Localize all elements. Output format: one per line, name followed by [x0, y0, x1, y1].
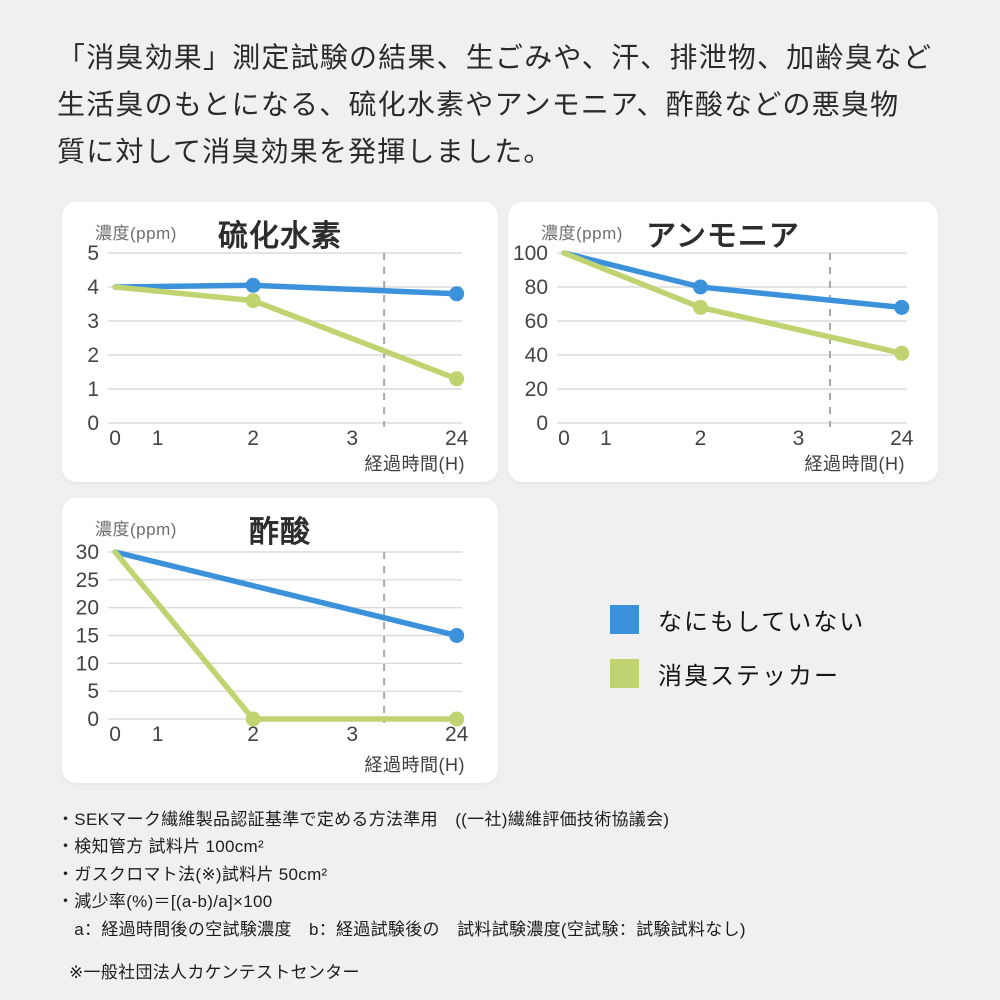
svg-text:2: 2 — [87, 344, 99, 367]
footnote-line: ・SEKマーク繊維製品認証基準で定める方法準用 ((一社)繊維評価技術協議会) — [57, 810, 670, 829]
svg-text:0: 0 — [87, 708, 99, 731]
footnote-test-center: ※一般社団法人カケンテストセンター — [69, 963, 360, 983]
footnote-line: ・ガスクロマト法(※)試料片 50cm² — [57, 864, 328, 884]
chart-card-hydrogen-sulfide: 0 1 2 3 4 5 0 1 2 3 24 濃度(ppm) 硫化水素 経過時間(H) — [62, 202, 498, 482]
svg-text:20: 20 — [76, 597, 99, 620]
svg-text:60: 60 — [525, 310, 548, 333]
svg-text:10: 10 — [76, 652, 99, 675]
footnote-line: ・減少率(%)＝[(a-b)/a]×100 — [57, 892, 273, 912]
legend: なにもしていない 消臭ステッカー — [610, 602, 865, 710]
svg-text:3: 3 — [346, 723, 358, 746]
legend-label: なにもしていない — [658, 609, 866, 636]
svg-text:0: 0 — [87, 412, 99, 435]
svg-text:1: 1 — [152, 723, 164, 746]
svg-text:24: 24 — [445, 427, 469, 450]
chart-title: 硫化水素 — [218, 220, 342, 253]
y-unit-label: 濃度(ppm) — [95, 520, 177, 539]
chart-card-acetic-acid: 0 5 10 15 20 25 30 0 1 2 3 24 濃度(ppm) 酢酸 経過時間(H) — [62, 498, 498, 783]
svg-text:0: 0 — [536, 412, 548, 435]
chart-title: アンモニア — [646, 220, 800, 253]
footnote-line: a：経過時間後の空試験濃度 b：経過試験後の 試料試験濃度(空試験：試験試料なし… — [57, 919, 746, 939]
svg-text:0: 0 — [558, 427, 570, 450]
svg-text:2: 2 — [247, 427, 259, 450]
svg-text:15: 15 — [76, 625, 99, 648]
svg-text:4: 4 — [87, 276, 99, 299]
svg-text:1: 1 — [87, 378, 99, 401]
svg-text:100: 100 — [513, 242, 548, 265]
green-series-swatch — [610, 659, 639, 688]
legend-item-deodorant-sticker: 消臭ステッカー — [610, 656, 865, 691]
intro-line: 生活臭のもとになる、硫化水素やアンモニア、酢酸などの悪臭物 — [57, 89, 900, 120]
svg-text:5: 5 — [87, 242, 99, 265]
svg-text:24: 24 — [445, 723, 469, 746]
svg-text:40: 40 — [525, 344, 548, 367]
svg-text:20: 20 — [525, 378, 548, 401]
svg-text:80: 80 — [525, 276, 548, 299]
svg-text:24: 24 — [890, 427, 914, 450]
blue-series-swatch — [610, 605, 639, 634]
x-axis-label: 経過時間(H) — [364, 454, 465, 474]
chart-title: 酢酸 — [249, 516, 311, 549]
x-axis-label: 経過時間(H) — [804, 454, 905, 474]
hydrogen-sulfide-line-chart: 0 1 2 3 4 5 0 1 2 3 24 — [87, 242, 469, 450]
svg-text:0: 0 — [109, 427, 121, 450]
svg-text:2: 2 — [695, 427, 707, 450]
svg-text:30: 30 — [76, 541, 99, 564]
svg-text:1: 1 — [600, 427, 612, 450]
footnote-line: ・検知管方 試料片 100cm² — [57, 837, 264, 857]
svg-text:3: 3 — [346, 427, 358, 450]
intro-line: 「消臭効果」測定試験の結果、生ごみや、汗、排泄物、加齢臭など — [57, 42, 933, 73]
legend-item-untreated: なにもしていない — [610, 602, 865, 637]
svg-text:3: 3 — [793, 427, 805, 450]
svg-text:1: 1 — [152, 427, 164, 450]
svg-text:3: 3 — [87, 310, 99, 333]
intro-paragraph: 「消臭効果」測定試験の結果、生ごみや、汗、排泄物、加齢臭など 生活臭のもとになる… — [57, 34, 957, 175]
ammonia-line-chart: 0 20 40 60 80 100 0 1 2 3 24 — [513, 242, 914, 450]
y-unit-label: 濃度(ppm) — [541, 224, 623, 243]
svg-text:0: 0 — [109, 723, 121, 746]
footnotes: ・SEKマーク繊維製品認証基準で定める方法準用 ((一社)繊維評価技術協議会) … — [57, 806, 957, 986]
y-unit-label: 濃度(ppm) — [95, 224, 177, 243]
x-axis-label: 経過時間(H) — [364, 755, 465, 775]
intro-line: 質に対して消臭効果を発揮しました。 — [57, 136, 553, 167]
chart-card-ammonia: 0 20 40 60 80 100 0 1 2 3 24 濃度(ppm) アンモニア 経過時間(H) — [508, 202, 938, 482]
svg-text:25: 25 — [76, 569, 99, 592]
legend-label: 消臭ステッカー — [658, 663, 840, 690]
svg-text:2: 2 — [247, 723, 259, 746]
svg-text:5: 5 — [87, 680, 99, 703]
